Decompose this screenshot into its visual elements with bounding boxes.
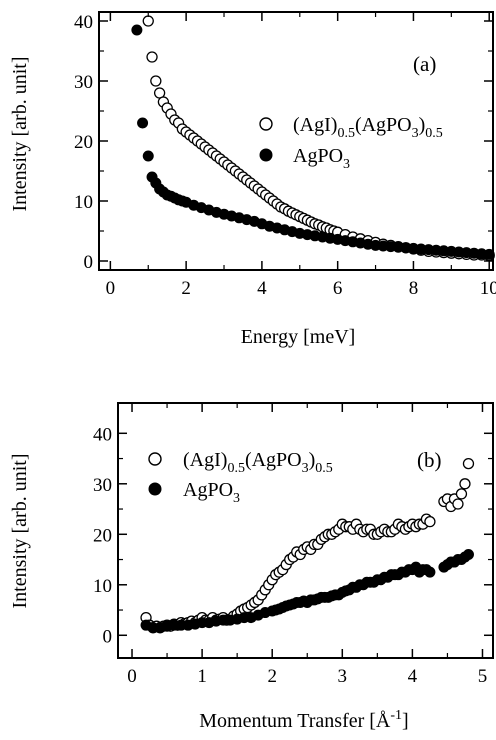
panel-a-x-tick-label: 8 [409, 278, 419, 299]
panel-a-x-tick-label: 6 [333, 278, 343, 299]
panel-b-frame [117, 402, 494, 659]
panel-b-open-point [455, 488, 468, 500]
panel-a: 0 2 4 6 8 10 0 10 20 30 40 (a) (AgI)0.5(AgPO3)0.5 … [9, 11, 496, 348]
panel-b-x-tick-label: 0 [127, 666, 137, 687]
panel-b-x-tick-label: 5 [478, 666, 488, 687]
panel-b-legend: (AgI)0.5(AgPO3)0.5 AgPO3 [148, 449, 333, 506]
panel-a-filled-point [483, 248, 495, 260]
panel-b-open-point [459, 478, 471, 490]
panel-a-filled-point [131, 24, 143, 36]
panel-a-y-tick-label: 0 [84, 252, 94, 273]
panel-b-filled-point [462, 548, 474, 560]
panel-b-x-axis-title: Momentum Transfer [Å-1] [199, 708, 408, 732]
panel-a-open-point [150, 75, 162, 87]
panel-b: 0 1 2 3 4 5 0 10 20 30 40 (b) (AgI)0.5(AgPO3)0.5 A… [9, 402, 494, 732]
panel-b-filled-point [424, 566, 436, 578]
panel-b-x-tick-label: 3 [338, 666, 348, 687]
panel-a-y-tick-label: 40 [74, 12, 93, 33]
panel-b-y-tick-label: 0 [103, 626, 113, 647]
panel-a-label: (a) [413, 52, 436, 76]
panel-b-ticks: 0 1 2 3 4 5 0 10 20 30 40 [93, 403, 493, 687]
panel-b-x-tick-label: 1 [197, 666, 207, 687]
panel-b-label: (b) [417, 448, 442, 472]
panel-a-y-axis-title: Intensity [arb. unit] [9, 57, 31, 212]
panel-a-open-point [146, 51, 158, 63]
panel-a-filled-point [137, 117, 149, 129]
panel-b-x-tick-label: 2 [267, 666, 277, 687]
panel-a-x-tick-label: 2 [181, 278, 191, 299]
panel-a-legend-series1-label: (AgI)0.5(AgPO3)0.5 [293, 114, 443, 141]
panel-b-open-point [452, 498, 464, 510]
panel-a-x-tick-label: 4 [257, 278, 267, 299]
panel-a-x-tick-label: 10 [480, 278, 496, 299]
panel-a-data-marks [131, 15, 495, 262]
panel-a-legend-series2-label: AgPO3 [293, 145, 350, 172]
panel-a-filled-point [142, 150, 154, 162]
panel-a-x-tick-label: 0 [106, 278, 116, 299]
panel-b-y-tick-label: 20 [93, 525, 112, 546]
panel-a-legend: (AgI)0.5(AgPO3)0.5 AgPO3 [259, 114, 443, 172]
panel-a-ticks: 0 2 4 6 8 10 0 10 20 30 40 [74, 12, 496, 299]
panel-a-y-tick-label: 20 [74, 132, 93, 153]
panel-b-data-marks [140, 457, 475, 634]
panel-b-legend-open-marker [148, 452, 162, 466]
panel-b-legend-series2-label: AgPO3 [183, 479, 240, 506]
panel-a-open-point [142, 15, 154, 27]
panel-b-legend-filled-marker [148, 482, 162, 496]
panel-b-y-tick-label: 30 [93, 475, 112, 496]
panel-a-y-tick-label: 10 [74, 192, 93, 213]
panel-b-x-tick-label: 4 [408, 666, 418, 687]
panel-a-x-axis-title: Energy [meV] [241, 326, 356, 348]
panel-b-y-tick-label: 10 [93, 576, 112, 597]
panel-b-y-tick-label: 40 [93, 424, 112, 445]
panel-a-legend-open-marker [259, 117, 273, 131]
panel-b-open-point [424, 516, 436, 528]
panel-b-legend-series1-label: (AgI)0.5(AgPO3)0.5 [183, 449, 333, 476]
panel-b-open-point [462, 457, 475, 470]
panel-a-y-tick-label: 30 [74, 72, 93, 93]
panel-a-legend-filled-marker [259, 148, 273, 162]
panel-b-y-axis-title: Intensity [arb. unit] [9, 454, 31, 609]
